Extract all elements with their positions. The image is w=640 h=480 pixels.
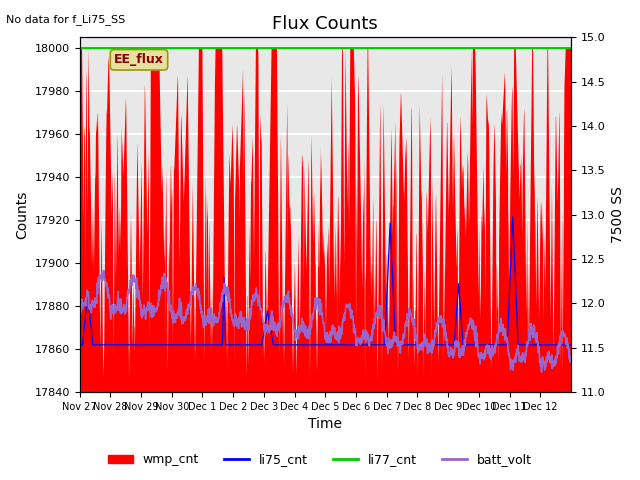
Text: EE_flux: EE_flux bbox=[114, 53, 164, 66]
Legend: wmp_cnt, li75_cnt, li77_cnt, batt_volt: wmp_cnt, li75_cnt, li77_cnt, batt_volt bbox=[103, 448, 537, 471]
Title: Flux Counts: Flux Counts bbox=[273, 15, 378, 33]
Y-axis label: 7500 SS: 7500 SS bbox=[611, 186, 625, 243]
Y-axis label: Counts: Counts bbox=[15, 191, 29, 239]
X-axis label: Time: Time bbox=[308, 418, 342, 432]
Text: No data for f_Li75_SS: No data for f_Li75_SS bbox=[6, 14, 125, 25]
